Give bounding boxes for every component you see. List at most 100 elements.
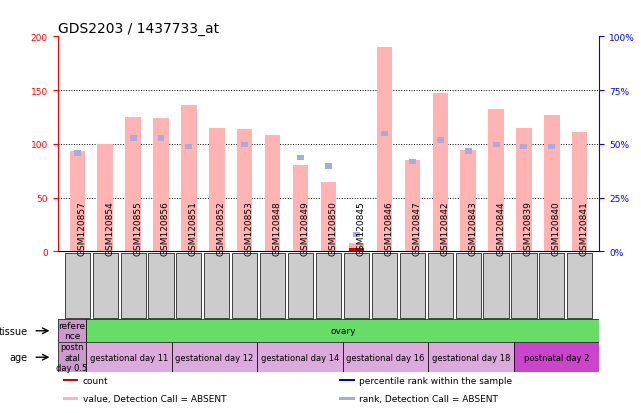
FancyBboxPatch shape xyxy=(567,253,592,318)
Text: GDS2203 / 1437733_at: GDS2203 / 1437733_at xyxy=(58,22,219,36)
Text: GSM120850: GSM120850 xyxy=(329,200,338,255)
Bar xyxy=(465,149,472,154)
Bar xyxy=(293,166,308,252)
Bar xyxy=(433,94,448,252)
Text: GSM120856: GSM120856 xyxy=(161,200,170,255)
FancyBboxPatch shape xyxy=(149,253,174,318)
FancyBboxPatch shape xyxy=(400,253,425,318)
Bar xyxy=(325,164,332,169)
FancyBboxPatch shape xyxy=(344,253,369,318)
Bar xyxy=(343,343,428,372)
FancyBboxPatch shape xyxy=(288,253,313,318)
Text: gestational day 14: gestational day 14 xyxy=(261,353,339,362)
Bar xyxy=(349,249,364,252)
Bar xyxy=(349,243,364,252)
Text: ovary: ovary xyxy=(330,327,356,335)
Bar xyxy=(514,343,599,372)
FancyBboxPatch shape xyxy=(483,253,508,318)
Text: gestational day 11: gestational day 11 xyxy=(90,353,168,362)
Text: rank, Detection Call = ABSENT: rank, Detection Call = ABSENT xyxy=(359,394,498,403)
FancyBboxPatch shape xyxy=(456,253,481,318)
Text: GSM120841: GSM120841 xyxy=(580,201,589,255)
Bar xyxy=(339,397,354,400)
Text: GSM120847: GSM120847 xyxy=(412,201,421,255)
FancyBboxPatch shape xyxy=(428,253,453,318)
Text: tissue: tissue xyxy=(0,326,28,336)
Text: GSM120840: GSM120840 xyxy=(552,201,561,255)
Bar xyxy=(572,133,587,252)
Bar xyxy=(172,343,257,372)
Bar xyxy=(185,145,192,150)
Bar xyxy=(353,233,360,238)
Text: GSM120846: GSM120846 xyxy=(385,201,394,255)
Bar xyxy=(181,106,197,252)
FancyBboxPatch shape xyxy=(512,253,537,318)
FancyBboxPatch shape xyxy=(204,253,229,318)
Text: postnatal day 2: postnatal day 2 xyxy=(524,353,589,362)
Bar xyxy=(520,145,528,150)
Text: value, Detection Call = ABSENT: value, Detection Call = ABSENT xyxy=(83,394,226,403)
FancyBboxPatch shape xyxy=(260,253,285,318)
Text: GSM120853: GSM120853 xyxy=(245,200,254,255)
Text: percentile rank within the sample: percentile rank within the sample xyxy=(359,376,512,385)
Bar xyxy=(428,343,514,372)
Bar xyxy=(257,343,343,372)
Text: age: age xyxy=(10,352,28,362)
Bar xyxy=(544,116,560,252)
Text: GSM120854: GSM120854 xyxy=(105,201,114,255)
Text: GSM120843: GSM120843 xyxy=(468,201,477,255)
Bar xyxy=(321,182,336,252)
FancyBboxPatch shape xyxy=(176,253,201,318)
Bar xyxy=(241,142,248,148)
Bar xyxy=(70,152,85,252)
Bar xyxy=(409,159,416,165)
Text: gestational day 16: gestational day 16 xyxy=(346,353,425,362)
Text: GSM120849: GSM120849 xyxy=(301,201,310,255)
FancyBboxPatch shape xyxy=(539,253,565,318)
Text: gestational day 12: gestational day 12 xyxy=(176,353,254,362)
Bar xyxy=(404,161,420,252)
Bar xyxy=(297,155,304,161)
Text: GSM120851: GSM120851 xyxy=(189,200,198,255)
FancyBboxPatch shape xyxy=(316,253,341,318)
Text: GSM120844: GSM120844 xyxy=(496,201,505,255)
Bar xyxy=(516,128,531,252)
Text: GSM120839: GSM120839 xyxy=(524,200,533,255)
Bar xyxy=(129,136,137,141)
Text: GSM120848: GSM120848 xyxy=(272,201,281,255)
Bar xyxy=(339,379,354,382)
Text: GSM120852: GSM120852 xyxy=(217,201,226,255)
Bar xyxy=(437,138,444,143)
Bar xyxy=(97,145,113,252)
Bar xyxy=(265,136,280,252)
FancyBboxPatch shape xyxy=(92,253,118,318)
FancyBboxPatch shape xyxy=(121,253,146,318)
Bar xyxy=(377,48,392,252)
Text: count: count xyxy=(83,376,108,385)
Text: gestational day 18: gestational day 18 xyxy=(432,353,510,362)
Bar xyxy=(488,110,504,252)
Bar xyxy=(381,132,388,137)
Bar xyxy=(126,118,141,252)
Text: GSM120845: GSM120845 xyxy=(356,201,365,255)
Bar xyxy=(153,119,169,252)
FancyBboxPatch shape xyxy=(65,253,90,318)
Bar xyxy=(86,343,172,372)
Bar xyxy=(158,136,165,141)
Bar xyxy=(58,343,86,372)
Bar xyxy=(58,319,86,343)
Text: GSM120842: GSM120842 xyxy=(440,201,449,255)
Bar xyxy=(237,130,253,252)
FancyBboxPatch shape xyxy=(232,253,257,318)
Text: postn
atal
day 0.5: postn atal day 0.5 xyxy=(56,342,88,372)
Text: GSM120857: GSM120857 xyxy=(77,200,87,255)
Bar xyxy=(492,142,499,148)
Text: refere
nce: refere nce xyxy=(58,321,85,341)
Bar xyxy=(63,379,78,382)
FancyBboxPatch shape xyxy=(372,253,397,318)
Text: GSM120855: GSM120855 xyxy=(133,200,142,255)
Bar xyxy=(63,397,78,400)
Bar xyxy=(460,151,476,252)
Bar xyxy=(549,145,555,150)
Bar xyxy=(209,128,224,252)
